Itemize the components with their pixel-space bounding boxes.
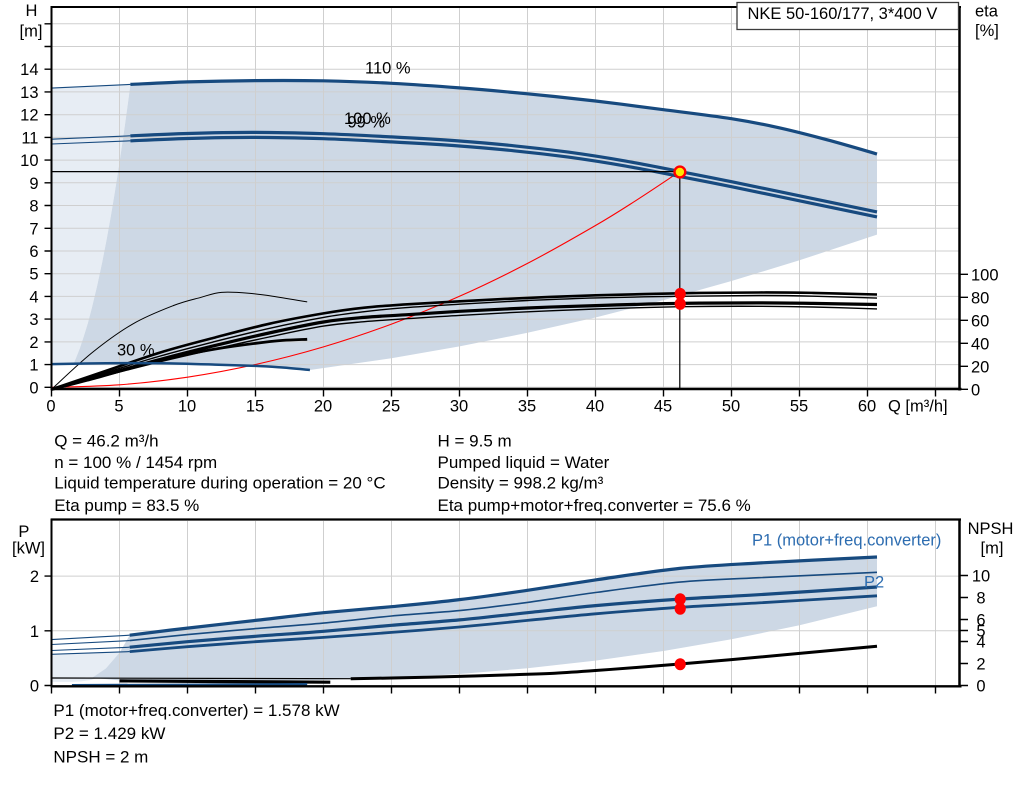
- svg-text:0: 0: [30, 678, 39, 696]
- svg-text:60: 60: [858, 398, 876, 416]
- svg-text:20: 20: [971, 358, 989, 376]
- svg-text:Liquid temperature during oper: Liquid temperature during operation = 20…: [54, 474, 385, 493]
- svg-text:10: 10: [972, 568, 990, 586]
- svg-text:6: 6: [29, 243, 38, 261]
- svg-text:6: 6: [976, 612, 985, 630]
- svg-text:15: 15: [246, 398, 264, 416]
- svg-text:25: 25: [382, 398, 400, 416]
- svg-text:[kW]: [kW]: [12, 540, 45, 558]
- svg-text:0: 0: [971, 381, 980, 399]
- svg-text:60: 60: [971, 312, 989, 330]
- svg-text:30: 30: [450, 398, 468, 416]
- svg-text:P2: P2: [864, 574, 884, 592]
- svg-text:1: 1: [30, 623, 39, 641]
- svg-text:0: 0: [46, 398, 55, 416]
- svg-text:P: P: [18, 523, 29, 541]
- svg-text:eta: eta: [975, 3, 999, 21]
- svg-text:4: 4: [29, 288, 38, 306]
- svg-text:5: 5: [976, 623, 985, 641]
- svg-text:30 %: 30 %: [117, 342, 155, 360]
- svg-text:2: 2: [30, 568, 39, 586]
- svg-text:1: 1: [29, 357, 38, 375]
- svg-text:13: 13: [20, 84, 38, 102]
- svg-text:NKE 50-160/177, 3*400 V: NKE 50-160/177, 3*400 V: [748, 5, 938, 23]
- svg-text:5: 5: [29, 266, 38, 284]
- svg-text:2: 2: [29, 334, 38, 352]
- svg-text:11: 11: [21, 129, 38, 147]
- svg-text:Eta pump = 83.5 %: Eta pump = 83.5 %: [54, 496, 199, 515]
- svg-text:3: 3: [29, 311, 38, 329]
- svg-text:7: 7: [29, 220, 38, 238]
- svg-text:40: 40: [586, 398, 604, 416]
- svg-text:[m]: [m]: [20, 23, 43, 41]
- svg-text:9: 9: [29, 175, 38, 193]
- svg-text:2: 2: [976, 656, 985, 674]
- svg-text:P1 (motor+freq.converter): P1 (motor+freq.converter): [752, 532, 941, 550]
- svg-text:Pumped liquid = Water: Pumped liquid = Water: [438, 453, 610, 472]
- svg-text:35: 35: [518, 398, 536, 416]
- svg-text:8: 8: [29, 198, 38, 216]
- svg-text:50: 50: [722, 398, 740, 416]
- svg-text:14: 14: [20, 61, 38, 79]
- svg-text:80: 80: [971, 289, 989, 307]
- svg-text:55: 55: [790, 398, 808, 416]
- svg-text:n = 100 % / 1454 rpm: n = 100 % / 1454 rpm: [54, 453, 217, 472]
- svg-text:8: 8: [976, 590, 985, 608]
- svg-text:5: 5: [114, 398, 123, 416]
- svg-text:[%]: [%]: [975, 22, 999, 40]
- svg-text:110 %: 110 %: [365, 60, 411, 78]
- svg-text:100: 100: [971, 266, 999, 284]
- svg-text:0: 0: [29, 379, 38, 397]
- svg-text:Q [m³/h]: Q [m³/h]: [888, 398, 948, 416]
- svg-text:40: 40: [971, 335, 989, 353]
- svg-text:P2 = 1.429 kW: P2 = 1.429 kW: [53, 724, 165, 743]
- svg-text:Q = 46.2 m³/h: Q = 46.2 m³/h: [54, 432, 158, 451]
- svg-text:[m]: [m]: [981, 540, 1004, 558]
- svg-text:100 %: 100 %: [344, 110, 391, 128]
- svg-text:0: 0: [976, 678, 985, 696]
- svg-text:20: 20: [314, 398, 332, 416]
- svg-text:12: 12: [20, 107, 38, 125]
- svg-text:P1 (motor+freq.converter) = 1.: P1 (motor+freq.converter) = 1.578 kW: [53, 701, 339, 720]
- svg-text:NPSH = 2 m: NPSH = 2 m: [53, 747, 148, 766]
- svg-text:45: 45: [654, 398, 672, 416]
- svg-text:10: 10: [178, 398, 196, 416]
- svg-text:4: 4: [976, 634, 985, 652]
- svg-text:99 %: 99 %: [348, 113, 386, 131]
- svg-text:H = 9.5 m: H = 9.5 m: [438, 432, 512, 451]
- svg-text:10: 10: [20, 152, 38, 170]
- svg-text:Eta pump+motor+freq.converter: Eta pump+motor+freq.converter = 75.6 %: [438, 496, 751, 515]
- svg-text:Density = 998.2 kg/m³: Density = 998.2 kg/m³: [438, 474, 604, 493]
- svg-text:H: H: [26, 2, 38, 20]
- svg-text:NPSH: NPSH: [968, 520, 1014, 538]
